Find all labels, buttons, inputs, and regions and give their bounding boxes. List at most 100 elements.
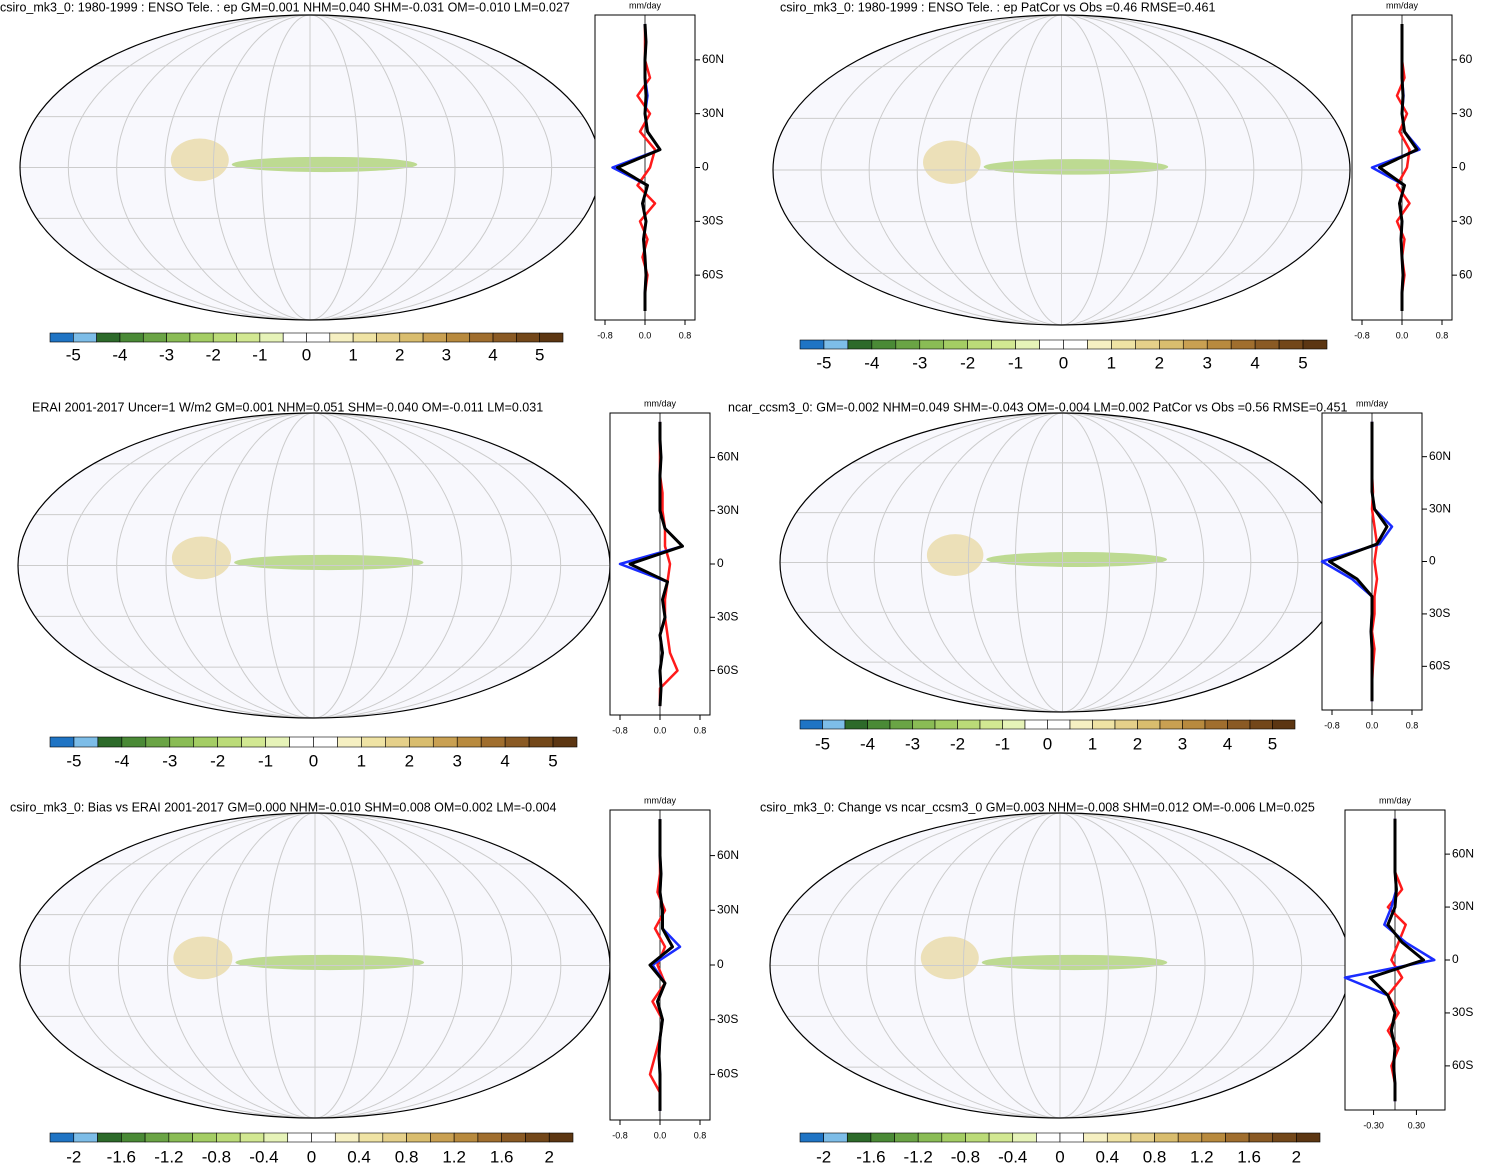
colorbar-box: [1130, 1132, 1155, 1143]
colorbar-box: [1254, 339, 1280, 350]
colorbar-label: 2: [395, 345, 404, 364]
colorbar-box: [823, 1132, 848, 1143]
colorbar-box: [823, 339, 849, 350]
colorbar-label: 4: [500, 751, 509, 770]
colorbar-box: [917, 1132, 943, 1143]
colorbar-box: [799, 1132, 824, 1143]
colorbar-box: [169, 736, 195, 748]
colorbar-label: -0.8: [202, 1147, 231, 1166]
unit-label: mm/day: [629, 0, 662, 10]
colorbar-box: [871, 339, 897, 350]
colorbar-box: [49, 736, 75, 748]
colorbar-label: 5: [1268, 734, 1277, 753]
x-tick-label: 0.8: [679, 330, 692, 340]
map-title: csiro_mk3_0: Change vs ncar_ccsm3_0 GM=0…: [760, 800, 1315, 814]
colorbar-box: [1154, 1132, 1179, 1143]
colorbar-box: [941, 1132, 966, 1143]
colorbar-box: [870, 1132, 895, 1143]
colorbar-label: 2: [1155, 353, 1164, 372]
colorbar-label: 0.4: [347, 1147, 371, 1166]
colorbar-box: [1249, 719, 1273, 730]
colorbar-box: [97, 1132, 122, 1143]
y-tick-label: 0: [717, 556, 724, 570]
colorbar-box: [212, 332, 237, 343]
colorbar-box: [1227, 719, 1251, 730]
y-tick-label: 30N: [1429, 501, 1451, 515]
colorbar-box: [1159, 339, 1184, 350]
colorbar-box: [548, 1132, 574, 1143]
colorbar-box: [1137, 719, 1161, 730]
colorbar-label: -2: [210, 751, 225, 770]
colorbar-box: [1069, 719, 1093, 730]
x-tick-label: -0.8: [1324, 720, 1340, 730]
colorbar-label: 3: [452, 751, 461, 770]
colorbar-box: [539, 332, 564, 343]
map-title: ERAI 2001-2017 Uncer=1 W/m2 GM=0.001 NHM…: [32, 400, 543, 414]
profile-line: [616, 23, 662, 311]
colorbar-box: [1012, 1132, 1037, 1143]
colorbar-box: [844, 719, 868, 730]
y-tick-label: 60: [1459, 52, 1473, 66]
x-tick-label: 0.8: [1406, 720, 1419, 730]
colorbar-label: -2: [960, 353, 975, 372]
colorbar-label: 3: [1202, 353, 1211, 372]
colorbar-box: [847, 339, 873, 350]
colorbar-box: [337, 736, 362, 748]
colorbar-label: -1: [258, 751, 273, 770]
colorbar-box: [282, 332, 307, 343]
x-tick-label: -0.8: [612, 1130, 628, 1140]
colorbar-label: -2: [816, 1147, 831, 1166]
colorbar-label: -3: [905, 734, 920, 753]
colorbar-box: [846, 1132, 872, 1143]
colorbar-label: 5: [548, 751, 557, 770]
y-tick-label: 0: [1459, 160, 1466, 174]
colorbar-box: [477, 1132, 502, 1143]
colorbar-box: [73, 1132, 98, 1143]
colorbar-box: [192, 1132, 217, 1143]
x-tick-label: 0.8: [694, 1130, 707, 1140]
colorbar-box: [867, 719, 891, 730]
colorbar-box: [189, 332, 214, 343]
map-shading: [983, 159, 1169, 175]
colorbar-label: -4: [864, 353, 879, 372]
colorbar-box: [1278, 339, 1304, 350]
colorbar-box: [1159, 719, 1183, 730]
colorbar-label: 1: [1088, 734, 1097, 753]
colorbar-box: [501, 1132, 526, 1143]
map-shading: [231, 156, 418, 173]
colorbar-box: [329, 332, 354, 343]
colorbar-box: [306, 332, 331, 343]
colorbar-label: 0.8: [395, 1147, 419, 1166]
y-tick-label: 0: [717, 957, 724, 971]
y-tick-label: 30S: [702, 213, 723, 227]
colorbar-label: -0.8: [951, 1147, 980, 1166]
colorbar-label: -1: [1008, 353, 1023, 372]
colorbar-label: 3: [1178, 734, 1187, 753]
y-tick-label: 60S: [1452, 1058, 1473, 1072]
colorbar-box: [265, 736, 290, 748]
y-tick-label: 0: [702, 160, 709, 174]
colorbar-box: [430, 1132, 455, 1143]
colorbar-box: [119, 332, 144, 343]
y-tick-label: 60N: [1452, 846, 1474, 860]
map-shading: [923, 140, 981, 184]
colorbar-box: [889, 719, 913, 730]
colorbar-box: [49, 332, 74, 343]
colorbar-box: [96, 332, 121, 343]
profile-line: [1368, 818, 1426, 1102]
colorbar-box: [1182, 719, 1206, 730]
colorbar-label: 0.8: [1143, 1147, 1167, 1166]
unit-label: mm/day: [1356, 398, 1389, 408]
colorbar-box: [1002, 719, 1026, 730]
map-shading: [171, 536, 232, 580]
colorbar-box: [376, 332, 401, 343]
colorbar-box: [1024, 719, 1048, 730]
colorbar-label: 0: [1059, 353, 1068, 372]
profile-line: [1328, 421, 1389, 702]
map-shading: [986, 552, 1168, 567]
colorbar-label: 1: [1107, 353, 1116, 372]
colorbar-box: [453, 1132, 479, 1143]
colorbar-box: [193, 736, 218, 748]
colorbar-box: [236, 332, 261, 343]
